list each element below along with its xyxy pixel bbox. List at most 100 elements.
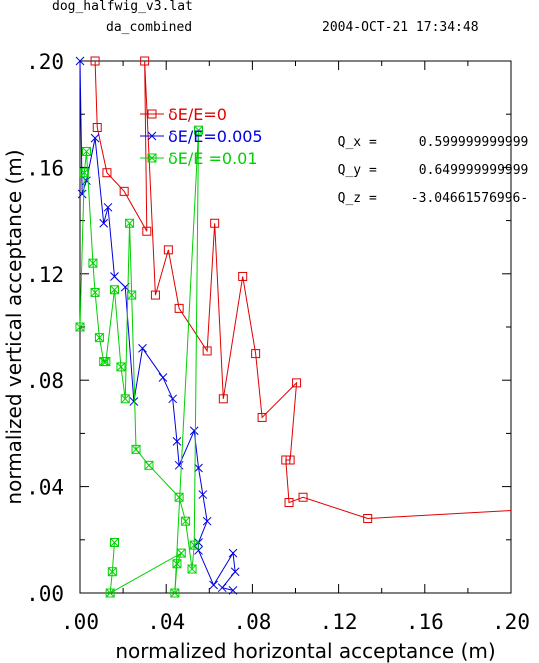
series-2-point-diag — [116, 362, 126, 372]
x-tick-label: .04 — [147, 610, 185, 634]
series-2-point — [189, 540, 199, 550]
series-0-point — [210, 218, 220, 228]
series-1-point-cross — [228, 585, 238, 595]
series-1-point-cross — [103, 202, 113, 212]
series-0-point — [238, 271, 248, 281]
chart-legend: δE/E=0 δE/E=0.005 δE/E =0.01 — [140, 105, 263, 168]
x-tick-label: .16 — [406, 610, 444, 634]
series-0-point — [363, 514, 373, 524]
tune-qz: Q_z = -3.04661576996- — [322, 176, 529, 206]
series-2-point — [127, 290, 137, 300]
series-0-point — [281, 455, 291, 465]
legend-marker-2 — [147, 153, 157, 163]
series-2-point — [187, 564, 197, 574]
series-0-point — [119, 186, 129, 196]
x-tick-label: .12 — [320, 610, 358, 634]
series-2-point-diag — [107, 567, 117, 577]
y-tick-label: .16 — [26, 156, 64, 180]
series-2-point — [94, 333, 104, 343]
series-0-point — [140, 56, 150, 66]
series-2-point-diag — [144, 460, 154, 470]
series-2-point — [88, 258, 98, 268]
series-2-point — [101, 357, 111, 367]
y-tick-label: .08 — [26, 369, 64, 393]
series-1-point-cross — [228, 548, 238, 558]
y-tick-label: .04 — [26, 476, 64, 500]
header-file-label: dog_halfwig_v3.lat — [52, 0, 193, 14]
series-2 — [75, 125, 204, 598]
series-0-line — [94, 60, 512, 520]
series-0-point — [174, 303, 184, 313]
series-2-point-diag — [82, 147, 91, 156]
series-1-point-cross — [77, 189, 87, 199]
series-0-point — [257, 412, 267, 422]
tune-qy-value: 0.649999999999 — [418, 163, 529, 178]
y-tick-label: .20 — [26, 50, 64, 74]
series-2-point-diag — [88, 258, 98, 268]
legend-marker-2-diag — [147, 153, 157, 163]
x-axis-label: normalized horizontal acceptance (m) — [115, 639, 495, 663]
legend-label-1: δE/E=0.005 — [168, 127, 263, 146]
header-subtitle: da_combined — [106, 20, 193, 35]
series-1-point-cross — [138, 343, 147, 353]
chart-series — [75, 56, 512, 598]
series-2-point-diag — [110, 285, 119, 295]
series-2-point — [194, 125, 204, 135]
series-2-point — [79, 168, 89, 178]
series-0-point — [202, 346, 212, 356]
series-2-point — [109, 537, 119, 547]
series-1-point-cross — [90, 133, 100, 143]
series-0 — [90, 56, 512, 524]
series-0-point — [142, 226, 152, 236]
series-2-point-diag — [131, 445, 141, 454]
series-2-point-diag — [127, 290, 137, 300]
series-2-point-diag — [120, 394, 130, 404]
series-2-point — [75, 322, 85, 332]
legend-marker-0 — [147, 109, 157, 119]
series-1-point-cross — [230, 567, 240, 577]
series-2-point-diag — [189, 540, 199, 550]
series-1-point-cross — [99, 218, 109, 228]
series-0-point — [150, 290, 160, 300]
series-2-point — [107, 567, 117, 577]
tune-qx-value: 0.599999999999 — [418, 135, 529, 150]
series-2-point-diag — [181, 516, 190, 526]
series-2-point-diag — [79, 168, 89, 178]
series-0-point — [102, 168, 112, 178]
series-1-point-cross — [110, 272, 119, 281]
series-2-point — [181, 516, 191, 526]
series-2-point-diag — [172, 559, 182, 569]
tune-qx: Q_x = 0.599999999999 — [322, 120, 529, 150]
series-2-point — [131, 444, 141, 454]
series-2-point-diag — [110, 538, 119, 547]
x-tick-label: .00 — [61, 610, 99, 634]
series-1-point-cross — [202, 516, 212, 526]
series-1-point-cross — [194, 546, 203, 555]
series-1-point-cross — [129, 397, 139, 406]
tune-qx-label: Q_x = — [337, 135, 377, 150]
series-2-point-diag — [187, 564, 197, 574]
y-tick-label: .00 — [26, 582, 64, 606]
series-2-point — [176, 548, 186, 558]
series-0-point — [218, 394, 228, 404]
legend-marker-1-cross — [147, 131, 157, 141]
series-2-point — [125, 218, 135, 228]
series-0-point — [284, 498, 294, 508]
series-1-point-cross — [168, 394, 178, 404]
series-2-line — [79, 130, 200, 594]
series-0-point — [251, 349, 261, 359]
series-2-point — [170, 588, 180, 598]
series-2-point-diag — [90, 288, 100, 297]
series-1-point-cross — [172, 437, 182, 446]
series-0-point — [92, 123, 102, 132]
series-1 — [75, 56, 240, 595]
series-2-point-diag — [95, 333, 104, 342]
series-2-point-diag — [99, 357, 109, 366]
series-2-point — [172, 559, 182, 569]
header-timestamp: 2004-OCT-21 17:34:48 — [322, 20, 479, 35]
series-2-point — [120, 394, 130, 404]
series-0-point — [298, 492, 308, 502]
series-2-point — [116, 362, 126, 372]
series-1-point-cross — [75, 56, 85, 66]
